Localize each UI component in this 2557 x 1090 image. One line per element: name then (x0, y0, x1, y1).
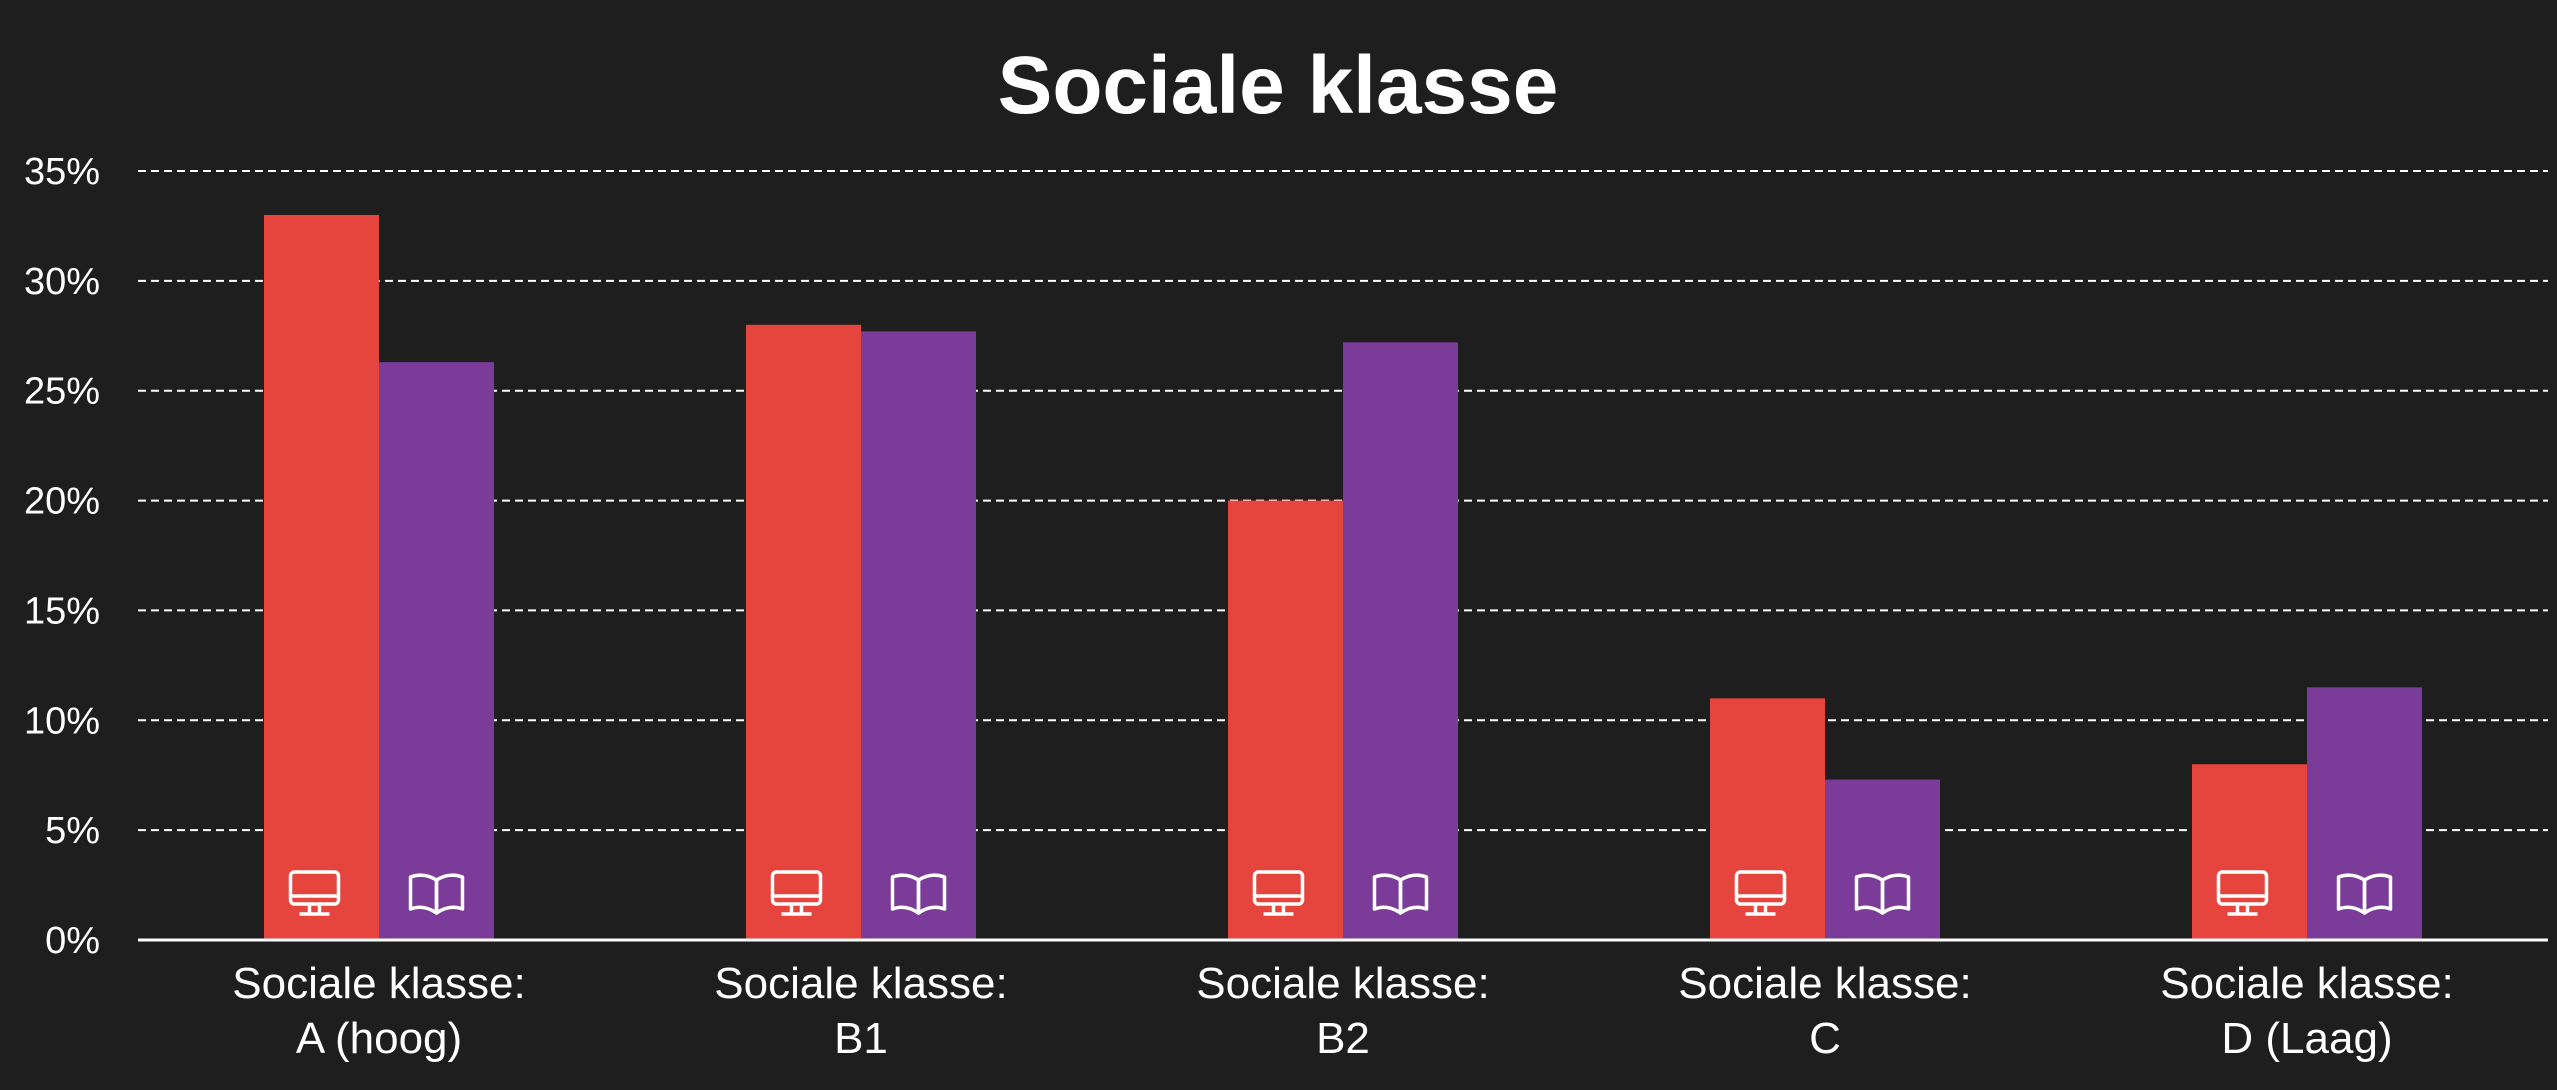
y-tick-label: 20% (24, 481, 100, 523)
y-tick-label: 0% (45, 920, 100, 962)
grid (138, 170, 2548, 832)
x-tick-label: Sociale klasse: (1196, 959, 1489, 1008)
y-tick-label: 25% (24, 371, 100, 413)
axes: 0% 5% 10% 15% 20% 25% 30% 35% Sociale klasse: A (… (24, 151, 2548, 1063)
book-icon (408, 873, 465, 915)
y-tick-label: 35% (24, 151, 100, 193)
book-icon (1372, 873, 1429, 915)
x-tick-label: D (Laag) (2221, 1014, 2392, 1063)
bar (1710, 698, 1825, 940)
y-tick-label: 30% (24, 261, 100, 303)
book-icon (1854, 873, 1911, 915)
bar (379, 362, 494, 940)
x-tick-label: B2 (1316, 1014, 1370, 1063)
bar (1343, 342, 1458, 940)
monitor-icon (1734, 870, 1787, 916)
bar (861, 331, 976, 940)
bar (264, 214, 379, 940)
y-tick-label: 15% (24, 590, 100, 632)
bar-icons (288, 870, 2393, 916)
y-tick-label: 10% (24, 700, 100, 742)
bars (264, 214, 2422, 940)
x-tick-label: Sociale klasse: (1678, 959, 1971, 1008)
book-icon (2336, 873, 2393, 915)
bar (746, 324, 861, 940)
x-tick-label: C (1809, 1014, 1841, 1063)
monitor-icon (2216, 870, 2269, 916)
monitor-icon (770, 870, 823, 916)
bar (2192, 764, 2307, 940)
x-tick-label: Sociale klasse: (232, 959, 525, 1008)
book-icon (890, 873, 947, 915)
x-tick-label: Sociale klasse: (2160, 959, 2453, 1008)
x-tick-label: Sociale klasse: (714, 959, 1007, 1008)
chart-title: Sociale klasse (998, 40, 1559, 131)
bar (1825, 779, 1940, 940)
x-tick-label: B1 (834, 1014, 888, 1063)
y-tick-label: 5% (45, 810, 100, 852)
monitor-icon (288, 870, 341, 916)
monitor-icon (1252, 870, 1305, 916)
bar (1228, 500, 1343, 940)
x-tick-label: A (hoog) (296, 1014, 462, 1063)
